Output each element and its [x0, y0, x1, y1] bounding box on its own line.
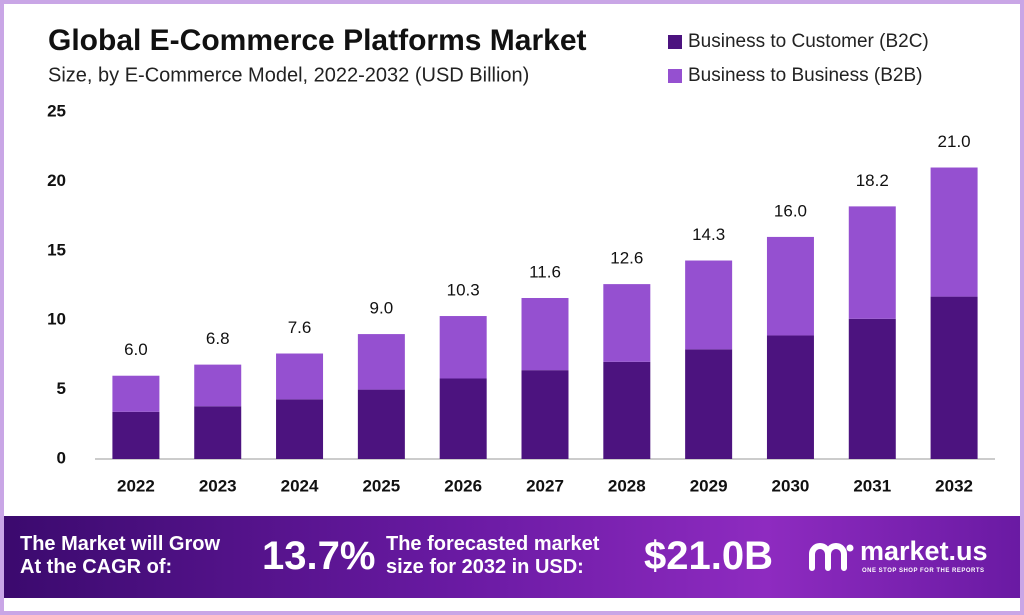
- bar-segment: [848, 206, 896, 319]
- bar-segment: [930, 167, 978, 297]
- bar-segment: [276, 399, 324, 459]
- total-label: 11.6: [529, 262, 561, 281]
- chart-title: Global E-Commerce Platforms Market: [48, 24, 587, 57]
- x-tick-label: 2030: [772, 476, 810, 495]
- bar-segment: [357, 334, 405, 390]
- x-tick-label: 2029: [690, 476, 728, 495]
- bar-segment: [276, 353, 324, 400]
- logo-icon: [809, 543, 854, 571]
- bar-segment: [685, 349, 733, 459]
- total-label: 9.0: [370, 299, 394, 318]
- x-tick-label: 2028: [608, 476, 646, 495]
- total-label: 14.3: [692, 225, 725, 244]
- total-label: 16.0: [774, 201, 807, 220]
- footer: The Market will Grow At the CAGR of: 13.7…: [4, 516, 1020, 598]
- forecast-line: size for 2032 in USD:: [386, 556, 584, 578]
- bar-segment: [521, 297, 569, 371]
- x-tick-label: 2025: [362, 476, 400, 495]
- legend-label: Business to Customer (B2C): [688, 31, 929, 52]
- cagr-value: 13.7%: [262, 534, 376, 578]
- brand: market.us: [860, 536, 988, 566]
- forecast-line: The forecasted market: [386, 533, 600, 555]
- y-tick-label: 5: [57, 379, 66, 398]
- x-tick-label: 2031: [853, 476, 891, 495]
- x-tick-label: 2022: [117, 476, 155, 495]
- y-tick-label: 15: [47, 240, 66, 259]
- bar-segment: [848, 318, 896, 459]
- bar-segment: [439, 316, 487, 379]
- bar-segment: [685, 260, 733, 350]
- y-tick-label: 0: [57, 448, 66, 467]
- bar-segment: [439, 378, 487, 459]
- bar-segment: [603, 361, 651, 459]
- bar-segment: [112, 375, 160, 412]
- forecast-value: $21.0B: [644, 534, 773, 578]
- legend-swatch: [668, 69, 682, 83]
- x-tick-label: 2024: [281, 476, 319, 495]
- cagr-caption: The Market will Grow At the CAGR of:: [20, 533, 220, 579]
- total-label: 21.0: [938, 132, 971, 151]
- y-tick-label: 25: [47, 101, 66, 120]
- total-label: 12.6: [610, 249, 643, 268]
- total-label: 10.3: [447, 281, 480, 300]
- y-tick-label: 10: [47, 310, 66, 329]
- bar-segment: [521, 370, 569, 459]
- total-label: 6.8: [206, 329, 230, 348]
- bar-segment: [766, 236, 814, 336]
- total-label: 18.2: [856, 171, 889, 190]
- cagr-line: The Market will Grow: [20, 533, 221, 555]
- brand-tagline: ONE STOP SHOP FOR THE REPORTS: [862, 568, 985, 574]
- x-tick-label: 2023: [199, 476, 237, 495]
- x-tick-label: 2027: [526, 476, 564, 495]
- bar-segment: [603, 284, 651, 362]
- bar-segment: [194, 364, 242, 407]
- y-tick-label: 20: [47, 171, 66, 190]
- legend-label: Business to Business (B2B): [688, 65, 922, 86]
- bar-segment: [766, 335, 814, 459]
- bar-segment: [112, 411, 160, 459]
- chart-subtitle: Size, by E-Commerce Model, 2022-2032 (US…: [48, 64, 529, 86]
- bar-segment: [357, 389, 405, 459]
- cagr-line: At the CAGR of:: [20, 556, 173, 578]
- x-tick-label: 2032: [935, 476, 973, 495]
- chart: Global E-Commerce Platforms Market Size,…: [47, 24, 995, 495]
- total-label: 6.0: [124, 340, 148, 359]
- legend-swatch: [668, 35, 682, 49]
- total-label: 7.6: [288, 318, 312, 337]
- x-tick-label: 2026: [444, 476, 482, 495]
- forecast-caption: The forecasted market size for 2032 in US…: [386, 533, 599, 579]
- bar-segment: [194, 406, 242, 459]
- bar-segment: [930, 296, 978, 459]
